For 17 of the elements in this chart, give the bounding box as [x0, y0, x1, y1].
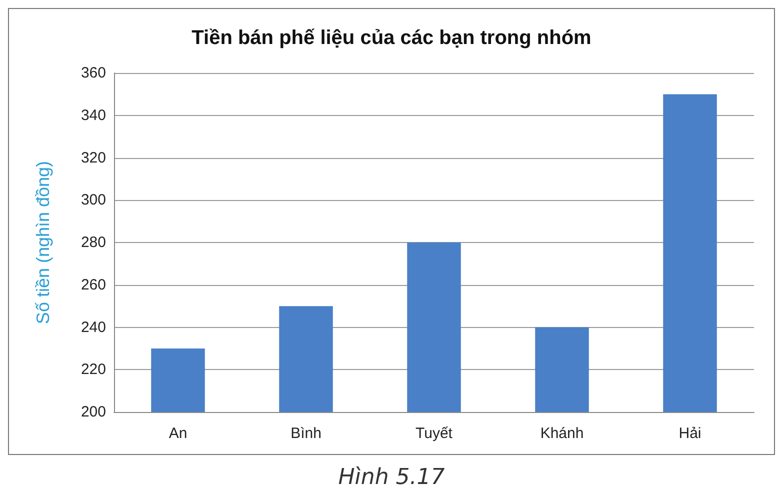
y-tick-label: 220 — [80, 361, 106, 378]
y-axis-title: Số tiền (nghìn đồng) — [33, 160, 53, 324]
y-tick-label: 320 — [80, 149, 106, 166]
y-tick-label: 300 — [80, 192, 106, 209]
y-tick-label: 360 — [80, 64, 106, 82]
y-tick-label: 200 — [80, 404, 106, 420]
x-tick-label: Tuyết — [416, 425, 454, 442]
x-tick-label: Khánh — [540, 425, 584, 442]
y-tick-label: 280 — [80, 234, 106, 251]
y-tick-label: 240 — [80, 318, 106, 336]
y-tick-label: 260 — [80, 276, 106, 294]
y-tick-label: 340 — [80, 106, 106, 124]
x-tick-label: An — [168, 425, 188, 442]
text: Hình 5.17 — [337, 465, 446, 490]
chart-title: Tiền bán phế liệu của các bạn trong nhóm — [192, 27, 592, 49]
x-tick-label: Hải — [678, 425, 702, 442]
x-tick-label: Bình — [290, 425, 322, 442]
